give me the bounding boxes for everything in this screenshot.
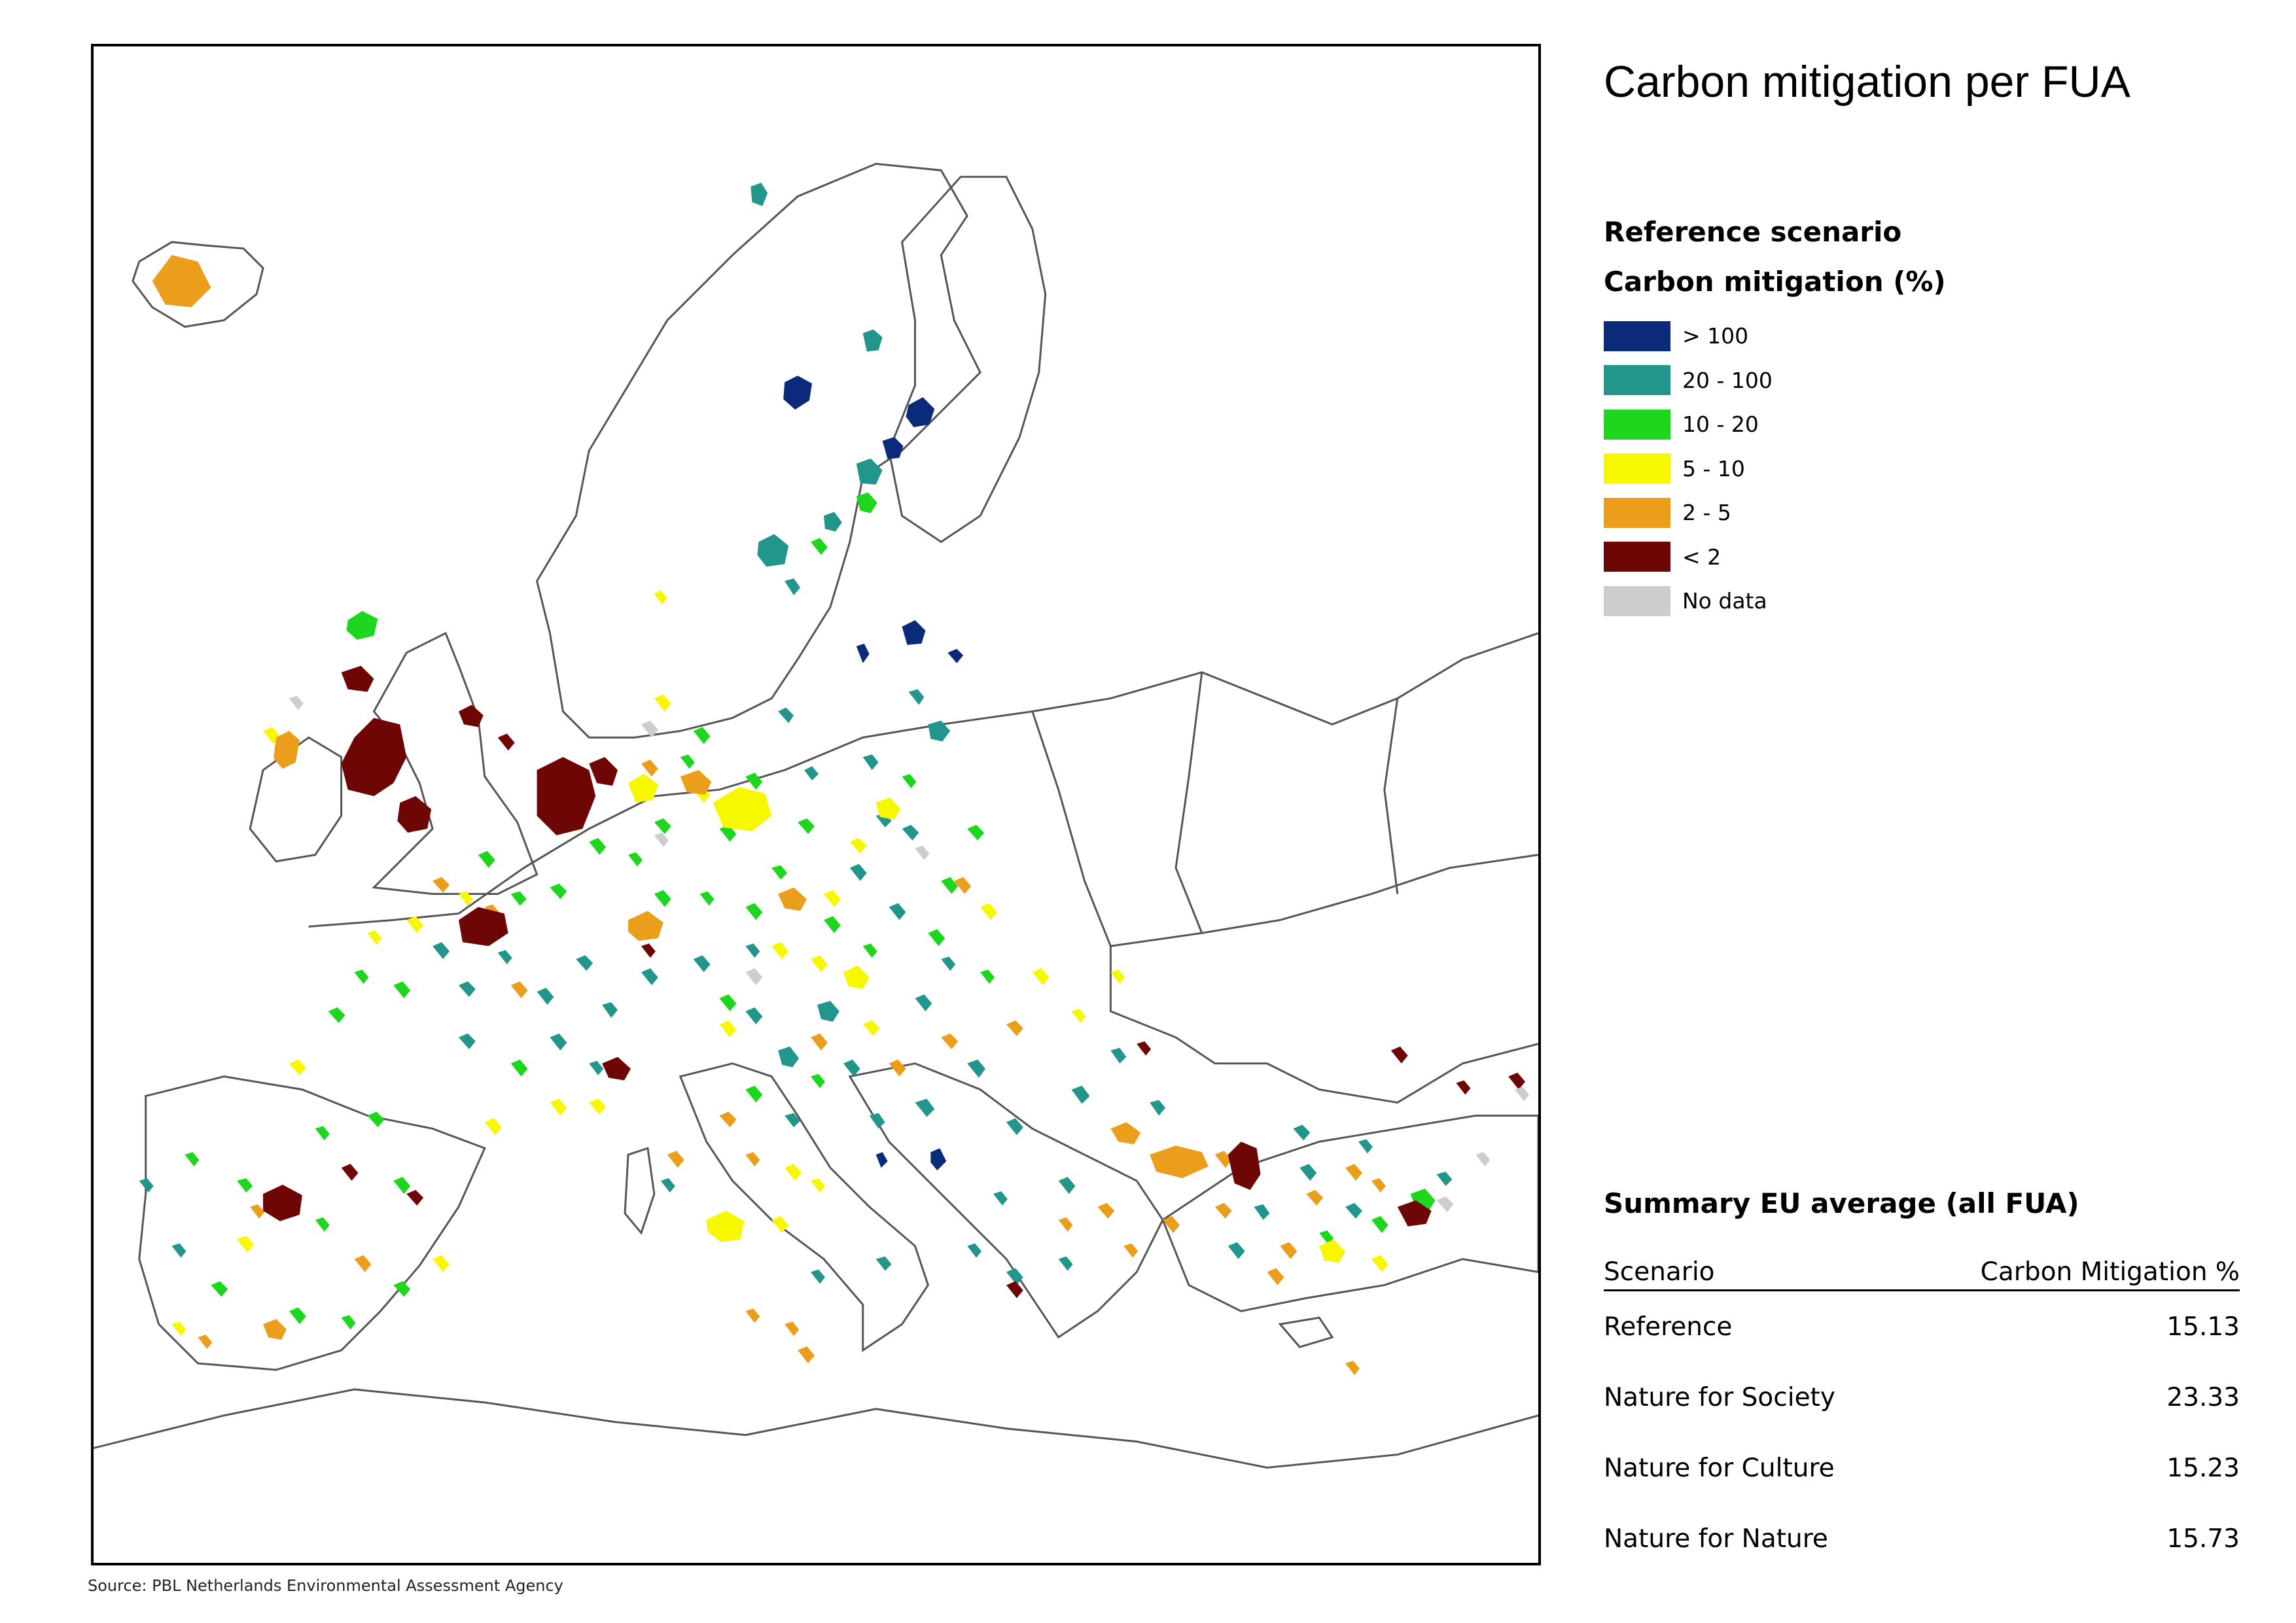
legend-swatch xyxy=(1604,365,1670,396)
scenario-heading: Reference scenario xyxy=(1604,216,1902,248)
legend-swatch xyxy=(1604,585,1670,616)
col-value-header: Carbon Mitigation % xyxy=(1980,1257,2240,1287)
row-value: 15.23 xyxy=(2166,1453,2240,1483)
legend-item: < 2 xyxy=(1604,535,1773,580)
summary-title: Summary EU average (all FUA) xyxy=(1604,1187,2079,1219)
legend-label: 5 - 10 xyxy=(1682,455,1745,481)
map-title: Carbon mitigation per FUA xyxy=(1604,57,2131,107)
row-scenario: Nature for Nature xyxy=(1604,1524,1828,1554)
table-row: Nature for Society 23.33 xyxy=(1604,1362,2240,1433)
fua-regions xyxy=(139,183,1530,1375)
europe-map xyxy=(94,162,1538,1469)
row-scenario: Nature for Culture xyxy=(1604,1453,1835,1483)
legend-label: No data xyxy=(1682,588,1767,614)
legend-swatch xyxy=(1604,497,1670,528)
legend-item: 20 - 100 xyxy=(1604,358,1773,403)
legend-item: 5 - 10 xyxy=(1604,447,1773,491)
row-value: 15.73 xyxy=(2166,1524,2240,1554)
legend-swatch xyxy=(1604,321,1670,351)
source-note: Source: PBL Netherlands Environmental As… xyxy=(88,1577,563,1595)
row-scenario: Reference xyxy=(1604,1312,1733,1342)
col-scenario-header: Scenario xyxy=(1604,1257,1715,1287)
row-value: 15.13 xyxy=(2166,1312,2240,1342)
legend-item: 2 - 5 xyxy=(1604,491,1773,535)
row-value: 23.33 xyxy=(2166,1382,2240,1412)
legend-label: 10 - 20 xyxy=(1682,411,1759,438)
map-frame xyxy=(91,44,1541,1565)
legend-label: < 2 xyxy=(1682,544,1722,570)
legend-item: 10 - 20 xyxy=(1604,402,1773,447)
legend-swatch xyxy=(1604,409,1670,440)
legend-item: > 100 xyxy=(1604,314,1773,358)
country-outlines xyxy=(94,162,1538,1469)
legend-swatch xyxy=(1604,453,1670,484)
legend-label: > 100 xyxy=(1682,323,1749,349)
legend-title: Carbon mitigation (%) xyxy=(1604,266,1946,298)
table-row: Reference 15.13 xyxy=(1604,1291,2240,1362)
legend-label: 20 - 100 xyxy=(1682,367,1773,393)
table-header: Scenario Carbon Mitigation % xyxy=(1604,1253,2240,1291)
legend-item: No data xyxy=(1604,579,1773,623)
legend: > 100 20 - 100 10 - 20 5 - 10 2 - 5 < 2 … xyxy=(1604,314,1773,623)
row-scenario: Nature for Society xyxy=(1604,1382,1835,1412)
table-row: Nature for Culture 15.23 xyxy=(1604,1433,2240,1503)
legend-swatch xyxy=(1604,542,1670,572)
table-row: Nature for Nature 15.73 xyxy=(1604,1503,2240,1574)
legend-label: 2 - 5 xyxy=(1682,500,1731,526)
summary-table: Scenario Carbon Mitigation % Reference 1… xyxy=(1604,1253,2240,1574)
